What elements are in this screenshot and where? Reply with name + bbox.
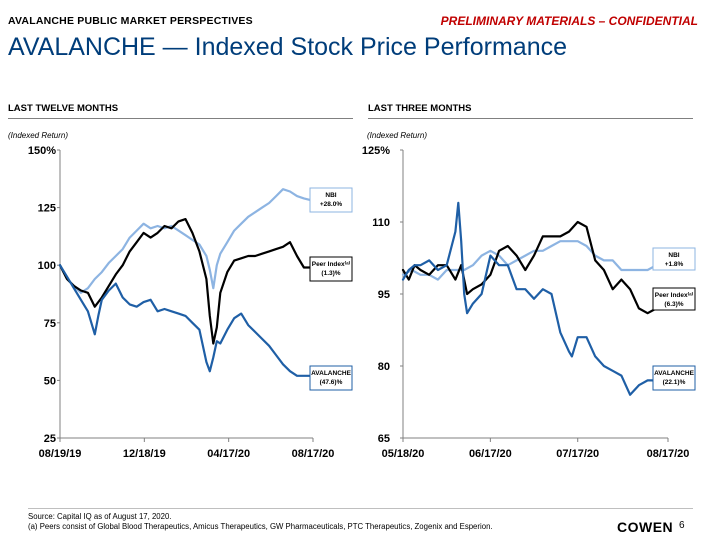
y-tick-label: 65 — [378, 433, 390, 445]
x-tick-label: 08/17/20 — [292, 448, 335, 460]
series-label: Peer Index⁽ᵃ⁾ — [655, 291, 694, 299]
page-title: AVALANCHE — Indexed Stock Price Performa… — [8, 33, 568, 61]
series-label: NBI — [668, 252, 679, 259]
section-title-l3m: LAST THREE MONTHS — [368, 103, 472, 114]
y-tick-label: 150% — [28, 145, 56, 157]
y-tick-label: 100 — [38, 260, 56, 272]
ylabel-ltm: (Indexed Return) — [8, 131, 69, 140]
series-line-peer-index — [401, 220, 670, 315]
y-tick-label: 80 — [378, 361, 390, 373]
ylabel-l3m: (Indexed Return) — [367, 131, 428, 140]
series-label: Peer Index⁽ᵃ⁾ — [312, 260, 351, 268]
y-tick-label: 50 — [44, 375, 56, 387]
series-change: +28.0% — [320, 201, 342, 208]
x-tick-label: 05/18/20 — [382, 448, 425, 460]
series-change: +1.8% — [665, 261, 684, 268]
series-label: AVALANCHE — [311, 370, 352, 377]
x-tick-label: 08/17/20 — [647, 448, 690, 460]
section-rule-l3m — [368, 118, 693, 119]
series-label: NBI — [325, 192, 336, 199]
series-label-box — [652, 287, 696, 311]
page-number: 6 — [679, 520, 685, 531]
source-note: Source: Capital IQ as of August 17, 2020… — [28, 512, 172, 521]
y-tick-label: 95 — [378, 289, 390, 301]
series-line-nbi — [58, 188, 315, 294]
series-change: (1.3)% — [321, 270, 340, 277]
series-line-nbi — [401, 240, 670, 281]
series-label-box — [652, 365, 696, 391]
x-tick-label: 07/17/20 — [556, 448, 599, 460]
series-change: (22.1)% — [663, 379, 686, 386]
series-change: (6.3)% — [664, 301, 683, 308]
y-tick-label: 125 — [38, 203, 56, 215]
series-change: (47.6)% — [320, 379, 343, 386]
section-title-ltm: LAST TWELVE MONTHS — [8, 103, 119, 114]
peer-note: (a) Peers consist of Global Blood Therap… — [28, 522, 493, 531]
series-label-box — [652, 247, 696, 271]
y-tick-label: 75 — [44, 318, 56, 330]
header-left: AVALANCHE PUBLIC MARKET PERSPECTIVES — [8, 15, 253, 27]
footer-rule — [28, 508, 693, 509]
confidential-label: PRELIMINARY MATERIALS – CONFIDENTIAL — [440, 14, 698, 28]
series-label: AVALANCHE — [654, 370, 695, 377]
y-tick-label: 110 — [372, 217, 390, 229]
series-label-box — [309, 256, 353, 282]
series-line-avalanche — [58, 264, 315, 377]
series-label-box — [309, 187, 353, 213]
series-line-avalanche — [401, 201, 670, 396]
y-tick-label: 125% — [362, 145, 390, 157]
x-tick-label: 04/17/20 — [207, 448, 250, 460]
x-tick-label: 08/19/19 — [39, 448, 82, 460]
x-tick-label: 06/17/20 — [469, 448, 512, 460]
footnote: Source: Capital IQ as of August 17, 2020… — [28, 512, 493, 532]
series-line-peer-index — [58, 218, 315, 345]
section-rule-ltm — [8, 118, 353, 119]
x-tick-label: 12/18/19 — [123, 448, 166, 460]
y-tick-label: 25 — [44, 433, 56, 445]
cowen-logo: COWEN — [617, 519, 674, 535]
series-label-box — [309, 365, 353, 391]
